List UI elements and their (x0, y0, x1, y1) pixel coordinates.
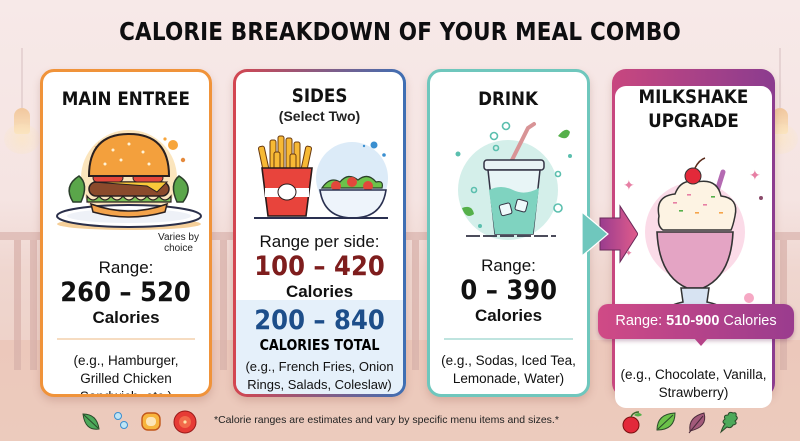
page-title: CALORIE BREAKDOWN OF YOUR MEAL COMBO (119, 17, 681, 46)
oak-leaf-icon (719, 411, 738, 434)
fries-and-salad-icon (236, 132, 403, 228)
arrow-icon (578, 204, 639, 264)
range-unit: Calories (285, 282, 354, 301)
milkshake-range-badge: Range: 510-900 Calories (598, 304, 794, 346)
card-title: DRINK (478, 88, 539, 110)
range-unit: Calories (474, 306, 543, 325)
card-subtitle: (Select Two) (278, 108, 361, 124)
divider (444, 338, 573, 340)
range-value: 0 – 390 (460, 275, 557, 306)
card-sides: SIDES (Select Two) (233, 69, 406, 397)
divider (57, 338, 195, 340)
bubbles-icon (114, 412, 128, 429)
soda-cup-icon (430, 118, 587, 248)
railing-post (220, 240, 227, 370)
range-label: Range: (98, 258, 154, 277)
varies-note: Varies by choice (158, 232, 199, 254)
svg-text:✦: ✦ (623, 177, 635, 193)
svg-text:✦: ✦ (749, 167, 761, 183)
pendant-lamp-icon (4, 48, 40, 154)
milkshake-icon: ✦✦ ✦✦ (615, 154, 772, 324)
tomato-icon (173, 410, 197, 434)
card-drink: DRINK Range: 0 – 390 Calories (e.g., Sod… (427, 69, 590, 397)
examples: (e.g., Sodas, Iced Tea, Lemonade, Water) (441, 353, 576, 386)
range-label: Range: (481, 256, 536, 275)
card-title: SIDES (291, 85, 348, 107)
railing-post (412, 240, 419, 370)
range-label: Range per side: (259, 232, 380, 251)
examples: (e.g., Hamburger, Grilled Chicken Sandwi… (73, 353, 179, 397)
total-range: 200 – 840 (254, 305, 385, 336)
card-title: MAIN ENTREE (61, 88, 191, 110)
range-value: 100 – 420 (254, 251, 385, 282)
examples: (e.g., Chocolate, Vanilla, Strawberry) (620, 367, 767, 400)
basil-leaf-icon (688, 412, 706, 434)
range-unit: Calories (92, 308, 160, 327)
cherry-icon (622, 411, 642, 434)
card-title-line1: MILKSHAKE (638, 86, 749, 108)
bell-pepper-icon (141, 412, 161, 431)
svg-text:✦: ✦ (625, 248, 633, 258)
leaf-icon (656, 412, 676, 431)
railing-post (30, 240, 37, 370)
total-section: 200 – 840 CALORIES TOTAL (e.g., French F… (236, 300, 403, 394)
disclaimer-text: *Calorie ranges are estimates and vary b… (214, 414, 559, 426)
total-label: CALORIES TOTAL (259, 336, 380, 354)
leaf-icon (82, 413, 100, 430)
card-title-line2: UPGRADE (648, 110, 739, 132)
examples: (e.g., French Fries, Onion Rings, Salads… (245, 359, 394, 392)
range-value: 260 – 520 (60, 277, 192, 308)
burger-icon: ✦ (43, 120, 209, 240)
railing-post (14, 240, 21, 370)
footer: *Calorie ranges are estimates and vary b… (0, 404, 800, 434)
